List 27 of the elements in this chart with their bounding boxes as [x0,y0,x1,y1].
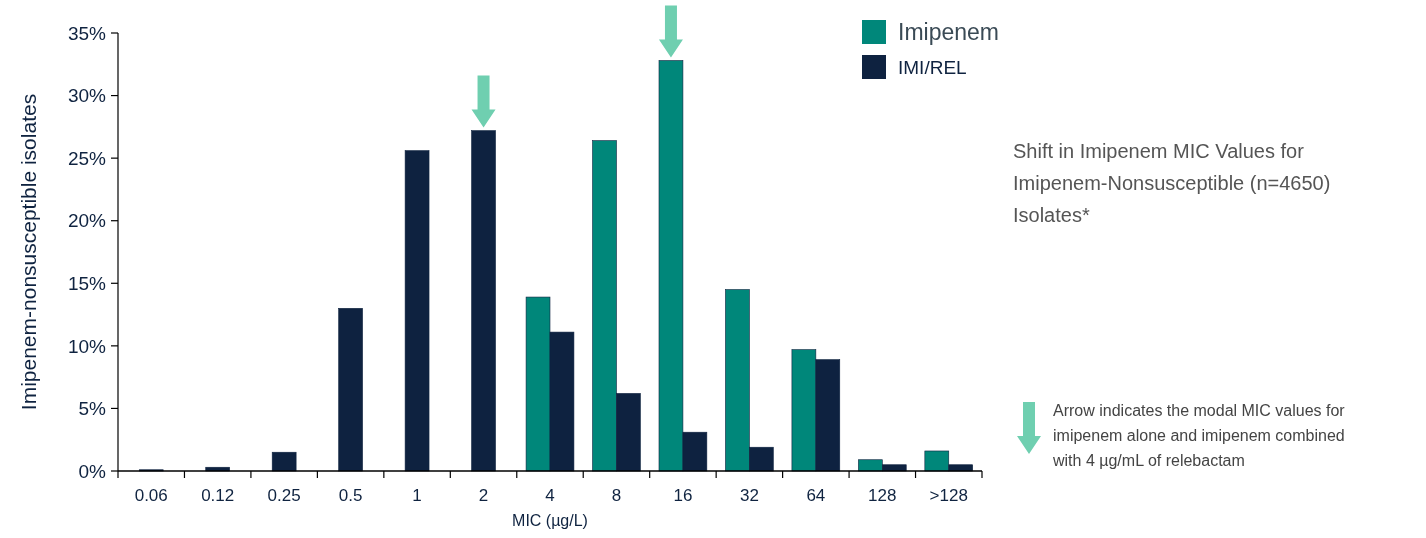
x-axis-title: MIC (µg/L) [512,512,588,529]
x-tick-label: 0.12 [201,486,235,505]
y-tick-label: 5% [78,398,107,420]
y-tick-label: 20% [67,210,107,232]
x-tick-label: 4 [545,486,555,505]
text: Shift in Imipenem MIC Values for Imipenem-Nonsusceptible (n=4650) Isolates* [1013,140,1331,226]
y-tick-label: 30% [67,85,107,107]
x-tick-label: 16 [673,486,693,505]
y-tick-label: 10% [67,335,107,357]
x-tick-label: >128 [929,486,968,505]
text: Arrow indicates the modal MIC values for imipenem alone and imipenem combined with 4 µg/mL of relebactam [1052,402,1346,469]
x-tick-label: 0.06 [134,486,168,505]
x-tick-label: 64 [806,486,826,505]
y-axis-title: Imipenem-nonsusceptible isolates [17,93,40,411]
legend-label: IMI/REL [898,56,967,78]
x-tick-label: 0.5 [338,486,363,505]
x-tick-label: 0.25 [267,486,301,505]
x-tick-label: 2 [478,486,489,505]
y-tick-label: 35% [67,22,107,44]
x-tick-label: 1 [412,486,422,505]
x-tick-label: 8 [611,486,622,505]
x-tick-label: 32 [739,486,759,505]
y-tick-label: 0% [78,460,107,482]
x-tick-label: 128 [868,486,897,505]
y-tick-label: 15% [67,272,107,294]
legend-label: Imipenem [898,19,999,46]
y-tick-label: 25% [67,147,107,169]
